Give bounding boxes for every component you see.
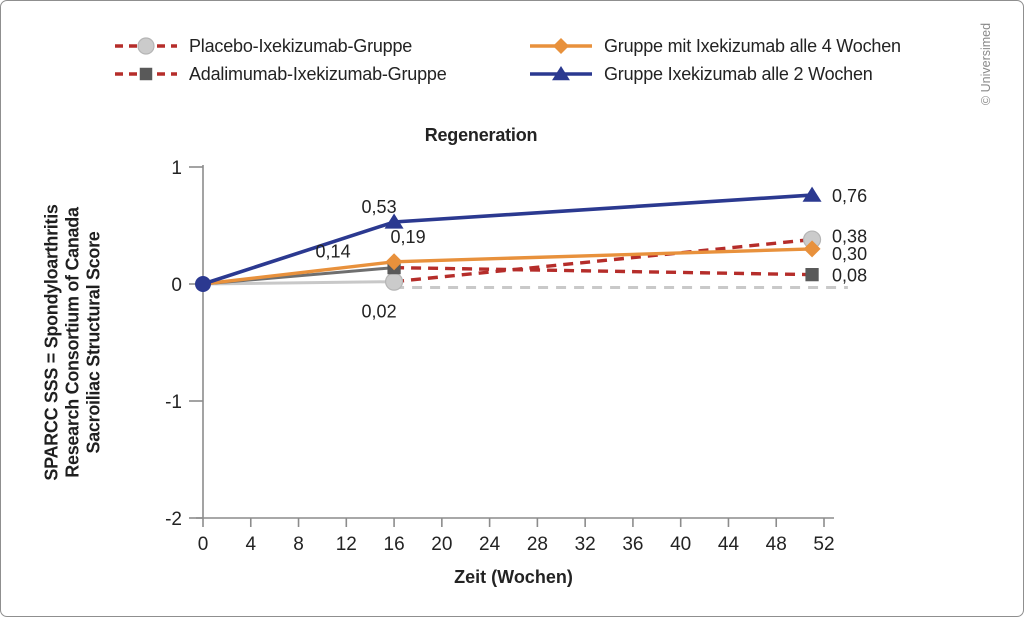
y-axis-title-line-2: Research Consortium of Canada — [62, 207, 83, 478]
svg-text:0,38: 0,38 — [832, 227, 867, 247]
svg-text:0: 0 — [198, 534, 209, 555]
legend-item-placebo-ixekizumab: Placebo-Ixekizumab-Gruppe — [114, 32, 447, 60]
svg-text:24: 24 — [479, 534, 501, 555]
svg-text:0,08: 0,08 — [832, 266, 867, 286]
svg-text:0,30: 0,30 — [832, 244, 867, 264]
svg-text:44: 44 — [718, 534, 740, 555]
svg-text:0,76: 0,76 — [832, 186, 867, 206]
legend-label-placebo-ixekizumab: Placebo-Ixekizumab-Gruppe — [189, 35, 413, 56]
legend-item-ixekizumab-q4w: Gruppe mit Ixekizumab alle 4 Wochen — [529, 32, 901, 60]
svg-text:48: 48 — [766, 534, 787, 555]
svg-text:1: 1 — [171, 158, 182, 179]
svg-text:40: 40 — [670, 534, 691, 555]
svg-text:20: 20 — [431, 534, 452, 555]
svg-text:52: 52 — [813, 534, 834, 555]
legend-column-left: Placebo-Ixekizumab-Gruppe Adalimumab-Ixe… — [114, 32, 447, 88]
legend-item-ixekizumab-q2w: Gruppe Ixekizumab alle 2 Wochen — [529, 60, 901, 88]
placebo-dashed-circle-sample-icon — [115, 37, 177, 55]
adalimumab-dashed-square-sample-icon — [115, 67, 177, 81]
svg-text:28: 28 — [527, 534, 548, 555]
svg-text:16: 16 — [384, 534, 405, 555]
chart-title: Regeneration — [424, 125, 538, 145]
svg-text:12: 12 — [336, 534, 357, 555]
copyright-credit: © Universimed — [979, 22, 993, 106]
svg-text:36: 36 — [622, 534, 643, 555]
y-axis-title: SPARCC SSS = Spondyloarthritis Research … — [42, 133, 105, 553]
svg-text:0: 0 — [171, 275, 182, 296]
svg-text:0,02: 0,02 — [362, 302, 397, 322]
navy-triangle-sample-icon — [530, 66, 592, 81]
legend-label-ixekizumab-q4w: Gruppe mit Ixekizumab alle 4 Wochen — [604, 35, 901, 56]
y-axis-title-line-3: Sacroiliac Structural Score — [83, 231, 104, 454]
legend-column-right: Gruppe mit Ixekizumab alle 4 Wochen Grup… — [529, 32, 901, 88]
legend-item-adalimumab-ixekizumab: Adalimumab-Ixekizumab-Gruppe — [114, 60, 447, 88]
svg-text:-1: -1 — [165, 392, 182, 413]
svg-text:-2: -2 — [165, 509, 182, 530]
svg-text:4: 4 — [245, 534, 256, 555]
svg-text:8: 8 — [293, 534, 304, 555]
svg-text:0,19: 0,19 — [391, 227, 426, 247]
legend-label-adalimumab-ixekizumab: Adalimumab-Ixekizumab-Gruppe — [189, 63, 447, 84]
y-axis-title-line-1: SPARCC SSS = Spondyloarthritis — [41, 204, 62, 481]
svg-text:0,53: 0,53 — [362, 197, 397, 217]
svg-text:32: 32 — [575, 534, 596, 555]
legend-label-ixekizumab-q2w: Gruppe Ixekizumab alle 2 Wochen — [604, 63, 873, 84]
svg-text:Zeit (Wochen): Zeit (Wochen) — [454, 567, 573, 587]
orange-diamond-sample-icon — [530, 38, 592, 54]
svg-text:0,14: 0,14 — [316, 242, 351, 262]
